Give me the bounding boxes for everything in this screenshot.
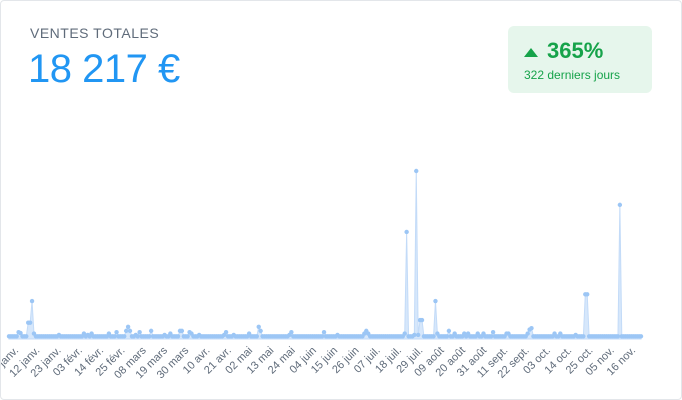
data-point[interactable] (18, 330, 23, 336)
data-point[interactable] (29, 298, 35, 304)
data-point[interactable] (185, 334, 190, 339)
data-point[interactable] (256, 324, 261, 330)
data-point[interactable] (289, 330, 294, 335)
data-point[interactable] (127, 328, 133, 334)
data-point[interactable] (258, 328, 263, 334)
data-point[interactable] (14, 334, 19, 339)
data-point[interactable] (617, 202, 623, 208)
data-point[interactable] (414, 168, 419, 174)
kpi-value: 18 217 € (28, 47, 180, 91)
data-point[interactable] (321, 330, 327, 335)
data-point[interactable] (24, 334, 29, 339)
sales-area (8, 170, 642, 340)
growth-badge: 365% 322 derniers jours (508, 26, 652, 93)
triangle-up-icon (524, 47, 538, 57)
data-point[interactable] (638, 334, 644, 339)
data-point[interactable] (223, 330, 229, 335)
data-point[interactable] (137, 330, 142, 335)
data-point[interactable] (433, 298, 438, 304)
data-point[interactable] (179, 328, 185, 334)
data-point[interactable] (419, 317, 425, 323)
data-point[interactable] (319, 334, 325, 339)
data-point[interactable] (615, 334, 621, 339)
data-point[interactable] (431, 334, 436, 339)
data-point[interactable] (529, 325, 534, 331)
data-point[interactable] (585, 292, 590, 297)
growth-value: 365% (547, 38, 604, 63)
kpi-label: VENTES TOTALES (30, 25, 160, 41)
growth-row: 365% (524, 38, 603, 64)
data-point[interactable] (147, 334, 152, 339)
data-point[interactable] (125, 324, 131, 330)
data-point[interactable] (412, 332, 417, 338)
data-point[interactable] (402, 331, 407, 336)
data-point[interactable] (525, 331, 530, 336)
data-point[interactable] (444, 334, 450, 339)
data-point[interactable] (175, 334, 181, 339)
points-layer (6, 168, 644, 339)
data-point[interactable] (581, 334, 586, 339)
data-point[interactable] (446, 328, 452, 334)
data-point[interactable] (490, 330, 496, 335)
data-point[interactable] (135, 334, 140, 339)
data-point[interactable] (123, 328, 129, 334)
growth-period: 322 derniers jours (524, 68, 621, 82)
data-point[interactable] (148, 328, 154, 334)
data-point[interactable] (404, 229, 409, 235)
data-point[interactable] (112, 334, 117, 339)
data-point[interactable] (415, 332, 421, 338)
area-layer (8, 170, 642, 340)
data-point[interactable] (488, 334, 494, 339)
x-axis-ticks: 01 janv.12 janv.23 janv.03 févr.14 févr.… (1, 344, 638, 381)
data-point[interactable] (114, 330, 119, 335)
data-point[interactable] (27, 320, 33, 325)
data-point[interactable] (254, 334, 260, 339)
data-point[interactable] (122, 334, 127, 339)
